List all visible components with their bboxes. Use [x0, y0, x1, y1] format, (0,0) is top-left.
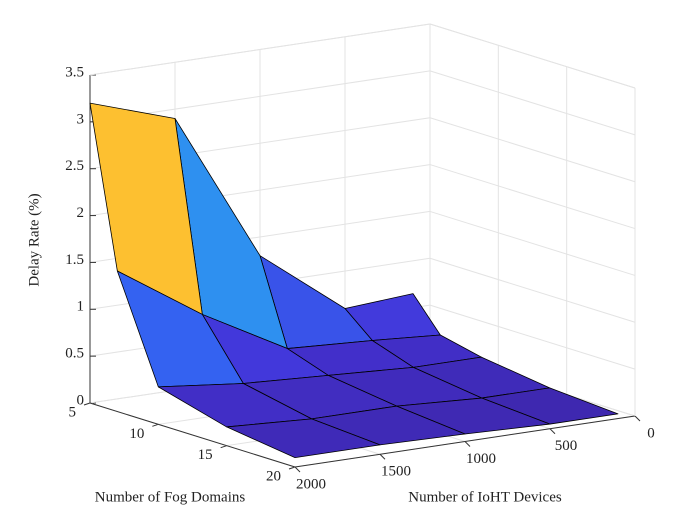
x-tick [83, 402, 91, 406]
z-tick-label: 3.5 [65, 64, 84, 80]
y-tick [634, 415, 641, 422]
x-tick-label: 5 [69, 404, 77, 420]
z-tick-label: 1 [77, 299, 85, 315]
z-tick-label: 0.5 [65, 346, 84, 362]
box-edge [89, 23, 431, 76]
y-axis [294, 415, 636, 468]
y-tick [464, 441, 471, 447]
z-tick-label: 2.5 [65, 158, 84, 174]
grid-line [429, 164, 636, 230]
grid-line [429, 117, 636, 183]
x-tick [220, 445, 227, 449]
y-tick-label: 2000 [296, 476, 326, 492]
x-tick-label: 20 [266, 468, 281, 484]
y-axis-label: Number of IoHT Devices [408, 489, 562, 505]
x-axis-label: Number of Fog Domains [95, 489, 246, 505]
grid-line [429, 70, 636, 136]
y-tick [379, 453, 386, 460]
x-tick-label: 10 [129, 426, 144, 442]
x-tick-label: 15 [198, 447, 213, 463]
y-tick-label: 1500 [381, 464, 411, 480]
z-tick-label: 1.5 [65, 252, 84, 268]
z-tick-label: 2 [77, 205, 85, 221]
y-tick-label: 500 [555, 438, 578, 454]
y-tick [294, 466, 301, 473]
grid-line [429, 257, 636, 323]
z-tick-label: 3 [77, 111, 85, 127]
box-edge [429, 23, 636, 89]
y-tick [549, 428, 556, 435]
y-tick-label: 1000 [466, 451, 496, 467]
x-axis [89, 402, 296, 468]
grid-line [429, 210, 636, 276]
z-axis-label: Delay Rate (%) [26, 193, 42, 286]
z-tick-label: 0 [77, 392, 85, 408]
surface-face [226, 418, 381, 459]
y-tick-label: 0 [647, 425, 655, 441]
x-tick [152, 423, 159, 427]
grid-line [429, 304, 636, 370]
x-tick [288, 466, 296, 470]
